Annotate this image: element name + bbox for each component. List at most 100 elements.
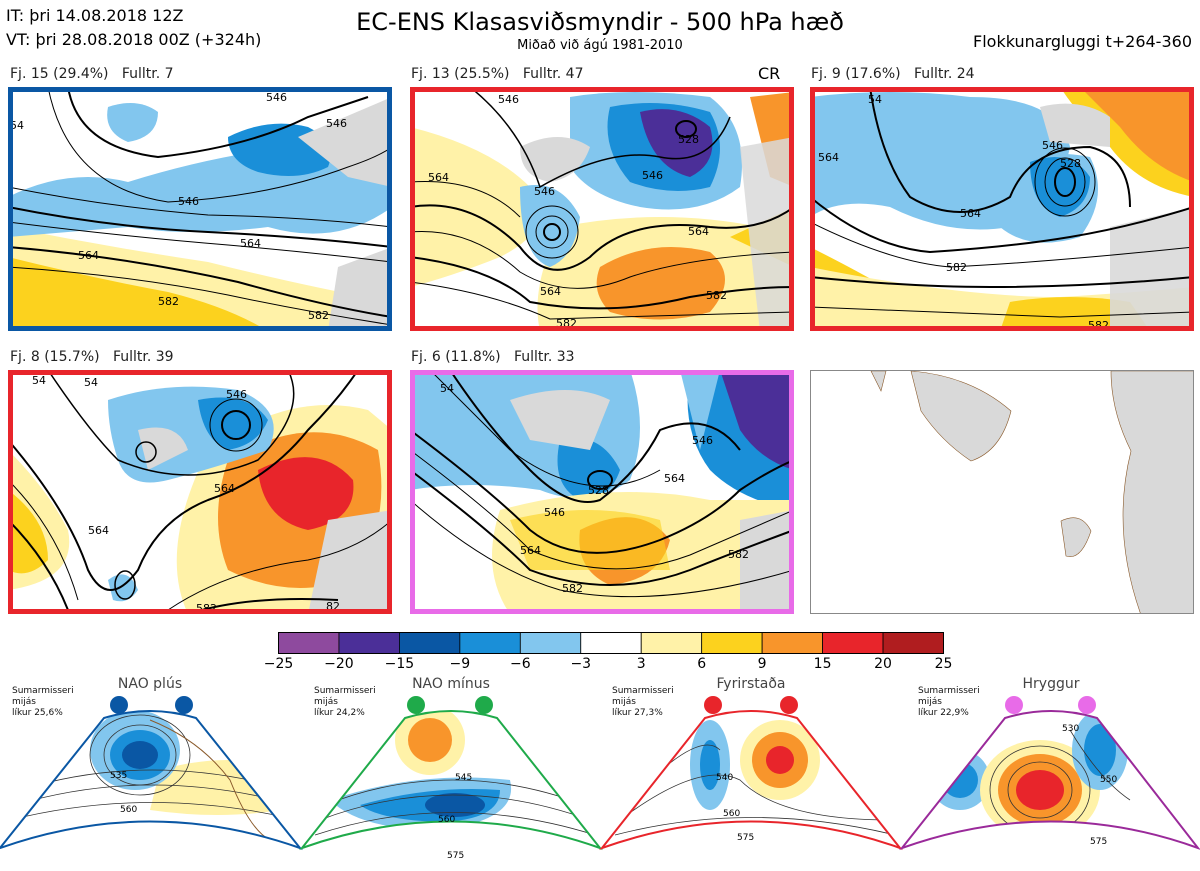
panel-1-contour-1: 546	[266, 91, 287, 104]
cluster-map-4-graphic: 546 564 564 582 82 54 54	[8, 370, 392, 614]
color-scale-swatch-3	[399, 632, 461, 654]
panel-2-contour-6: 564	[688, 225, 709, 238]
panel-2-contour-7: 582	[706, 289, 727, 302]
blocking-contour-2: 560	[723, 809, 740, 819]
panel-1-contour-8: 54	[10, 119, 24, 132]
panel-label-3: Fj. 9 (17.6%) Fulltr. 24	[811, 66, 975, 82]
color-scale-tick-11: 20	[874, 656, 892, 672]
panel-3-contour-2: 528	[1060, 157, 1081, 170]
nao-plus-dot-left	[110, 696, 128, 714]
panel-5-contour-8: 54	[440, 382, 454, 395]
cluster-frame-5	[410, 370, 794, 614]
regime-title-ridge: Hryggur	[1022, 676, 1080, 692]
nao-minus-contour-1: 545	[455, 773, 472, 783]
color-scale-swatch-5	[519, 632, 582, 654]
color-scale-tick-5: −6	[509, 656, 531, 672]
panel-label-4: Fj. 8 (15.7%) Fulltr. 39	[10, 349, 174, 365]
regime-title-blocking: Fyrirstaða	[716, 676, 786, 692]
color-scale-swatch-9	[761, 632, 823, 654]
ridge-contour-2: 550	[1100, 775, 1117, 785]
panel-4-contour-1: 546	[226, 388, 247, 401]
panel-4-contour-6: 54	[32, 374, 46, 387]
ridge-dot-left	[1005, 696, 1023, 714]
panel-2-contour-2: 528	[678, 133, 699, 146]
color-scale-tick-7: 3	[636, 656, 646, 672]
panel-1-contour-6: 582	[158, 295, 179, 308]
color-scale-swatch-6	[580, 632, 642, 654]
panel-3-contour-4: 564	[960, 207, 981, 220]
cluster-frame-3	[810, 87, 1194, 331]
cluster-map-2-graphic: 546 528 546 564 564 564 582 582 546	[410, 87, 794, 331]
color-scale-tick-6: −3	[570, 656, 592, 672]
cluster-map-1: 546 546 546 564 564 582 582 54	[8, 87, 392, 331]
ridge-contour-1: 530	[1062, 724, 1079, 734]
panel-3-contour-1: 546	[1042, 139, 1063, 152]
color-scale-tick-1: −25	[263, 656, 294, 672]
panel-2-contour-9: 546	[534, 185, 555, 198]
color-scale-tick-10: 15	[813, 656, 832, 672]
regime-info-nao-plus: Sumarmisseri mijás líkur 25,6%	[12, 686, 74, 718]
color-scale-tick-8: 6	[697, 656, 707, 672]
panel-label-5: Fj. 6 (11.8%) Fulltr. 33	[411, 349, 575, 365]
panel-2-contour-1: 546	[498, 93, 519, 106]
classification-window: Flokkunargluggi t+264-360	[973, 32, 1192, 51]
panel-3-contour-7: 54	[868, 93, 882, 106]
cluster-map-5-graphic: 546 528 546 564 564 582 582 54	[410, 370, 794, 614]
nao-plus-contour-2: 560	[120, 805, 137, 815]
panel-1-contour-4: 564	[240, 237, 261, 250]
cluster-map-5: 546 528 546 564 564 582 582 54	[410, 370, 794, 614]
nao-minus-dot-left	[407, 696, 425, 714]
color-scale-tick-4: −9	[449, 656, 471, 672]
panel-5-contour-7: 582	[728, 548, 749, 561]
color-scale-swatch-10	[822, 632, 884, 654]
panel-4-contour-3: 564	[88, 524, 109, 537]
page-subtitle: Miðað við ágú 1981-2010	[517, 38, 683, 53]
blocking-contour-3: 575	[737, 833, 754, 843]
cluster-frame-1	[8, 87, 392, 331]
cluster-map-3-graphic: 546 528 564 564 582 582 54	[810, 87, 1194, 331]
cluster-map-2: 546 528 546 564 564 564 582 582 546	[410, 87, 794, 331]
color-scale-tick-9: 9	[757, 656, 767, 672]
color-scale-tick-3: −15	[384, 656, 415, 672]
color-scale-swatch-2	[338, 632, 400, 654]
panel-1-contour-2: 546	[326, 117, 347, 130]
regime-map-blocking	[602, 711, 900, 848]
panel-label-1: Fj. 15 (29.4%) Fulltr. 7	[10, 66, 174, 82]
regime-map-ridge	[902, 711, 1198, 848]
nao-minus-contour-2: 560	[438, 815, 455, 825]
cluster-map-1-graphic: 546 546 546 564 564 582 582 54	[8, 87, 392, 331]
cluster-frame-4	[8, 370, 392, 614]
color-scale-swatch-7	[640, 632, 703, 654]
nao-plus-contour-1: 535	[110, 771, 127, 781]
empty-base-map	[810, 370, 1194, 614]
panel-2-contour-5: 564	[540, 285, 561, 298]
nao-minus-dot-right	[475, 696, 493, 714]
blocking-dot-right	[780, 696, 798, 714]
panel-5-contour-1: 546	[692, 434, 713, 447]
blocking-contour-1: 540	[716, 773, 733, 783]
valid-time: VT: þri 28.08.2018 00Z (+324h)	[6, 30, 262, 49]
panel-2-marker: CR	[758, 64, 781, 83]
panel-5-contour-6: 582	[562, 582, 583, 595]
color-scale-swatch-8	[701, 632, 763, 654]
cluster-map-3: 546 528 564 564 582 582 54	[810, 87, 1194, 331]
blocking-dot-left	[704, 696, 722, 714]
nao-minus-contour-3: 575	[447, 851, 464, 861]
regime-title-nao-plus: NAO plús	[117, 676, 183, 692]
regime-fans: 535 560 545 560 575 540 560 575 530 550 …	[0, 696, 1200, 861]
panel-5-contour-3: 546	[544, 506, 565, 519]
regime-info-blocking: Sumarmisseri mijás líkur 27,3%	[612, 686, 674, 718]
regime-info-ridge: Sumarmisseri mijás líkur 22,9%	[918, 686, 980, 718]
color-scale-bar	[278, 632, 944, 654]
initial-time: IT: þri 14.08.2018 12Z	[6, 6, 184, 25]
color-scale-swatch-11	[882, 632, 944, 654]
color-scale-tick-2: −20	[324, 656, 354, 672]
panel-2-contour-4: 564	[428, 171, 449, 184]
color-scale-swatch-1	[278, 632, 340, 654]
regime-info-nao-minus: Sumarmisseri mijás líkur 24,2%	[314, 686, 376, 718]
panel-4-contour-2: 564	[214, 482, 235, 495]
ridge-dot-right	[1078, 696, 1096, 714]
cluster-frame-2	[410, 87, 794, 331]
regime-map-nao-plus	[0, 711, 300, 848]
panel-label-2: Fj. 13 (25.5%) Fulltr. 47	[411, 66, 584, 82]
